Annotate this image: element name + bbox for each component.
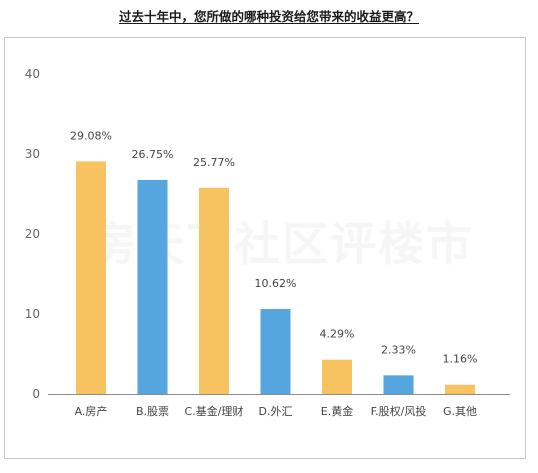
category-label: D.外汇: [259, 405, 293, 418]
y-tick-label: 30: [25, 147, 40, 161]
chart-title: 过去十年中，您所做的哪种投资给您带来的收益更高？: [118, 9, 419, 24]
y-tick-label: 0: [32, 387, 40, 401]
category-label: A.房产: [75, 404, 108, 418]
bar: [76, 161, 106, 394]
y-tick-label: 10: [25, 307, 40, 321]
y-tick-label: 40: [25, 67, 40, 81]
category-labels: A.房产 B.股票 C.基金/理财 D.外汇 E.黄金 F.股权/风投 G.其他: [75, 404, 477, 418]
value-label: 29.08%: [70, 129, 112, 142]
bars: [76, 161, 475, 394]
value-label: 4.29%: [320, 328, 355, 341]
category-label: E.黄金: [321, 404, 353, 418]
bar: [322, 359, 352, 394]
value-labels: 29.08% 26.75% 25.77% 10.62% 4.29% 2.33% 1.16%: [70, 129, 477, 365]
value-label: 26.75%: [132, 148, 174, 161]
category-label: B.股票: [136, 405, 169, 418]
category-label: G.其他: [443, 405, 477, 418]
y-axis-ticks: 0 10 20 30 40: [25, 67, 40, 401]
bar: [445, 384, 475, 394]
bar: [260, 309, 291, 394]
value-label: 2.33%: [381, 343, 416, 356]
y-tick-label: 20: [25, 227, 40, 241]
value-label: 25.77%: [193, 156, 235, 169]
category-label: C.基金/理财: [185, 404, 244, 418]
category-label: F.股权/风投: [371, 404, 427, 418]
value-label: 10.62%: [255, 277, 297, 290]
bar: [383, 375, 414, 394]
bar: [199, 187, 229, 394]
value-label: 1.16%: [443, 353, 478, 366]
bar: [137, 180, 168, 394]
